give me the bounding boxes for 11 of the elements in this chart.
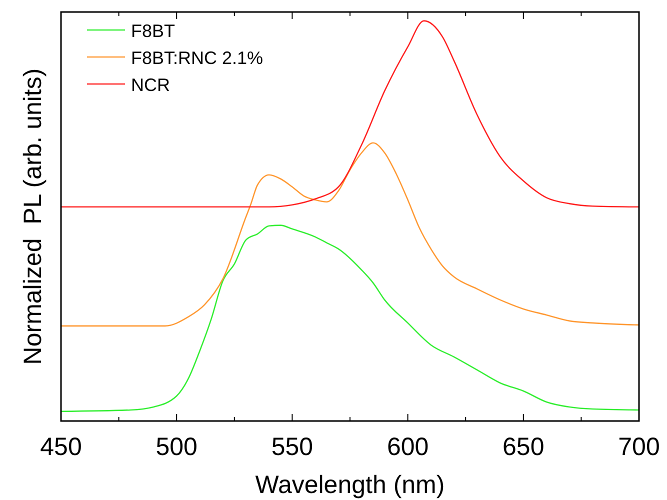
legend-label: F8BT:RNC 2.1% bbox=[131, 48, 264, 68]
x-tick-label: 550 bbox=[271, 433, 314, 461]
x-tick-label: 650 bbox=[502, 433, 544, 461]
legend-label: F8BT bbox=[131, 21, 176, 41]
legend-label: NCR bbox=[131, 75, 170, 95]
x-tick-label: 450 bbox=[40, 433, 82, 461]
x-tick-label: 700 bbox=[618, 433, 660, 461]
x-axis-title: Wavelength (nm) bbox=[255, 471, 445, 499]
x-tick-label: 600 bbox=[386, 433, 429, 461]
y-axis-title: Normalized PL (arb. units) bbox=[19, 68, 47, 365]
x-tick-label: 500 bbox=[156, 433, 198, 461]
